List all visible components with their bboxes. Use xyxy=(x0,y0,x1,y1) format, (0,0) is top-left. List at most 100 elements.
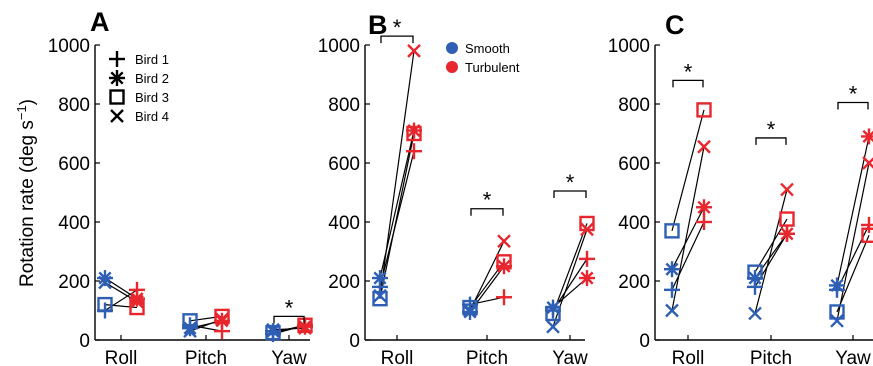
significance-star: * xyxy=(393,15,402,40)
turbulent-point xyxy=(861,216,873,233)
turbulent-point xyxy=(696,214,712,230)
smooth-point xyxy=(97,296,113,313)
turbulent-point xyxy=(406,125,422,142)
condition-legend: Smooth Turbulent xyxy=(446,41,520,75)
turbulent-point xyxy=(579,270,595,287)
turbulent-point xyxy=(406,143,422,160)
turbulent-point xyxy=(779,211,795,227)
y-tick-label: 0 xyxy=(79,331,90,352)
y-tick-label: 600 xyxy=(328,154,360,175)
pair-line xyxy=(671,221,705,291)
legend-label: Bird 1 xyxy=(135,52,169,67)
smooth-point xyxy=(462,299,478,316)
turbulent-point xyxy=(780,182,794,197)
x-tick-label: Pitch xyxy=(750,348,792,366)
smooth-point xyxy=(829,277,845,294)
significance-star: * xyxy=(566,170,575,195)
panel-A: A 0 200 400 600 800 1000 Roll Pitch Yaw * xyxy=(48,7,313,366)
x-tick-label: Yaw xyxy=(271,348,307,366)
pair-line xyxy=(836,162,870,321)
significance-bracket: * xyxy=(273,295,305,324)
smooth-point xyxy=(747,264,763,280)
pair-line xyxy=(272,327,306,331)
turbulent-point xyxy=(407,44,421,58)
y-tick-label: 400 xyxy=(618,213,650,234)
x-tick-label: Pitch xyxy=(185,348,227,366)
significance-bracket: * xyxy=(755,117,787,145)
pair-line xyxy=(836,136,870,286)
pair-line xyxy=(836,235,870,313)
turbulent-point xyxy=(130,294,144,309)
x-tick-label: Roll xyxy=(672,348,705,366)
turbulent-point xyxy=(779,225,795,242)
significance-star: * xyxy=(285,295,294,320)
turbulent-point xyxy=(696,102,712,118)
y-tick-label: 1000 xyxy=(608,36,650,57)
y-tick-label: 800 xyxy=(58,95,90,116)
pair-line xyxy=(671,146,705,311)
turbulent-point xyxy=(298,321,312,336)
turbulent-point xyxy=(215,312,229,327)
pair-line xyxy=(379,133,415,299)
significance-star: * xyxy=(767,117,776,142)
smooth-point xyxy=(664,281,680,298)
significance-bracket: * xyxy=(553,170,587,199)
significance-bracket: * xyxy=(470,188,504,216)
legend-dot xyxy=(446,61,458,73)
turbulent-point xyxy=(861,227,873,243)
pair-line xyxy=(671,206,705,270)
pair-line xyxy=(754,218,788,273)
legend-label: Bird 2 xyxy=(135,71,169,86)
panel-label: C xyxy=(665,10,685,40)
y-axis-label-superscript: −1 xyxy=(14,105,29,120)
legend-dot xyxy=(446,42,458,54)
significance-bracket: * xyxy=(837,82,869,110)
x-tick-label: Roll xyxy=(381,348,414,366)
turbulent-point xyxy=(214,308,230,325)
smooth-point xyxy=(664,261,680,278)
panel-C: C 0 200 400 600 800 1000 Roll Pitch Yaw * * * xyxy=(608,10,873,366)
smooth-point xyxy=(183,324,197,338)
legend-label: Turbulent xyxy=(465,60,520,75)
legend-item: Bird 3 xyxy=(109,89,169,105)
smooth-point xyxy=(372,291,388,307)
smooth-point xyxy=(665,303,679,318)
turbulent-point xyxy=(497,234,511,249)
significance-star: * xyxy=(849,82,858,107)
x-tick-label: Yaw xyxy=(552,348,588,366)
y-tick-label: 200 xyxy=(618,272,650,293)
y-axis-label-base: Rotation rate (deg s xyxy=(17,120,38,287)
y-tick-label: 600 xyxy=(58,154,90,175)
y-tick-label: 800 xyxy=(618,95,650,116)
smooth-point xyxy=(830,313,844,328)
smooth-point xyxy=(546,319,560,334)
panel-B: B 0 200 400 600 800 1000 Roll Pitch Yaw * * * xyxy=(318,10,595,366)
legend-item: Smooth xyxy=(446,41,510,56)
x-tick-label: Pitch xyxy=(466,348,508,366)
smooth-point xyxy=(182,313,198,329)
pair-line xyxy=(469,240,505,311)
pair-line xyxy=(671,109,705,232)
smooth-point xyxy=(98,275,112,290)
turbulent-point xyxy=(861,128,873,145)
x-tick-label: Roll xyxy=(105,348,138,366)
turbulent-point xyxy=(579,250,595,267)
turbulent-point xyxy=(580,222,594,237)
y-tick-label: 600 xyxy=(618,154,650,175)
legend-marker xyxy=(109,89,125,105)
y-tick-label: 0 xyxy=(639,331,650,352)
legend-item: Turbulent xyxy=(446,60,520,75)
smooth-point xyxy=(265,324,281,341)
legend-label: Bird 3 xyxy=(135,90,169,105)
significance-bracket: * xyxy=(672,59,704,88)
panel-label: B xyxy=(368,10,388,40)
y-axis-label: Rotation rate (deg s−1) xyxy=(14,99,38,287)
bird-legend: Bird 1 Bird 2 Bird 3 Bird 4 xyxy=(109,51,169,124)
smooth-point xyxy=(664,223,680,239)
smooth-point xyxy=(266,322,280,337)
turbulent-point xyxy=(496,254,512,270)
legend-item: Bird 4 xyxy=(110,109,169,124)
pair-line xyxy=(754,189,788,314)
y-tick-label: 400 xyxy=(328,213,360,234)
